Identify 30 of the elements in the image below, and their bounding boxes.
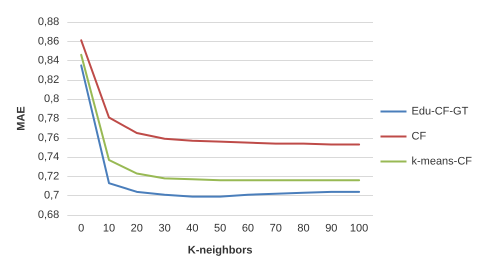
x-tick-label: 30 — [158, 222, 171, 234]
x-tick-label: 80 — [297, 222, 310, 234]
line-series — [80, 39, 360, 146]
y-tick-label: 0,76 — [38, 132, 60, 144]
legend-label: Edu-CF-GT — [411, 106, 469, 118]
x-tick-label: 50 — [214, 222, 226, 234]
x-tick-label: 70 — [270, 222, 282, 234]
y-tick-label: 0,88 — [38, 16, 60, 28]
x-tick-label: 90 — [325, 222, 338, 234]
y-axis-title: MAE — [16, 106, 28, 131]
x-tick-label: 0 — [78, 222, 84, 234]
x-tick-label: 10 — [102, 222, 116, 234]
line-series — [80, 64, 360, 198]
y-tick-label: 0,8 — [44, 93, 60, 106]
x-tick-label: 60 — [242, 222, 254, 234]
y-tick-label: 0,86 — [38, 35, 60, 48]
legend-label: CF — [411, 130, 426, 142]
x-axis-title: K-neighbors — [188, 244, 253, 256]
y-tick-label: 0,84 — [38, 54, 60, 67]
y-tick-label: 0,82 — [38, 74, 60, 86]
y-tick-label: 0,68 — [38, 209, 60, 221]
y-tick-label: 0,72 — [38, 170, 60, 182]
x-tick-label: 20 — [130, 222, 143, 234]
y-tick-label: 0,74 — [38, 151, 60, 164]
x-tick-label: 100 — [350, 222, 368, 234]
legend-label: k-means-CF — [411, 156, 472, 168]
line-series — [80, 54, 360, 182]
y-tick-label: 0,78 — [38, 112, 60, 124]
y-tick-label: 0,7 — [44, 190, 60, 202]
x-tick-label: 40 — [186, 222, 198, 234]
